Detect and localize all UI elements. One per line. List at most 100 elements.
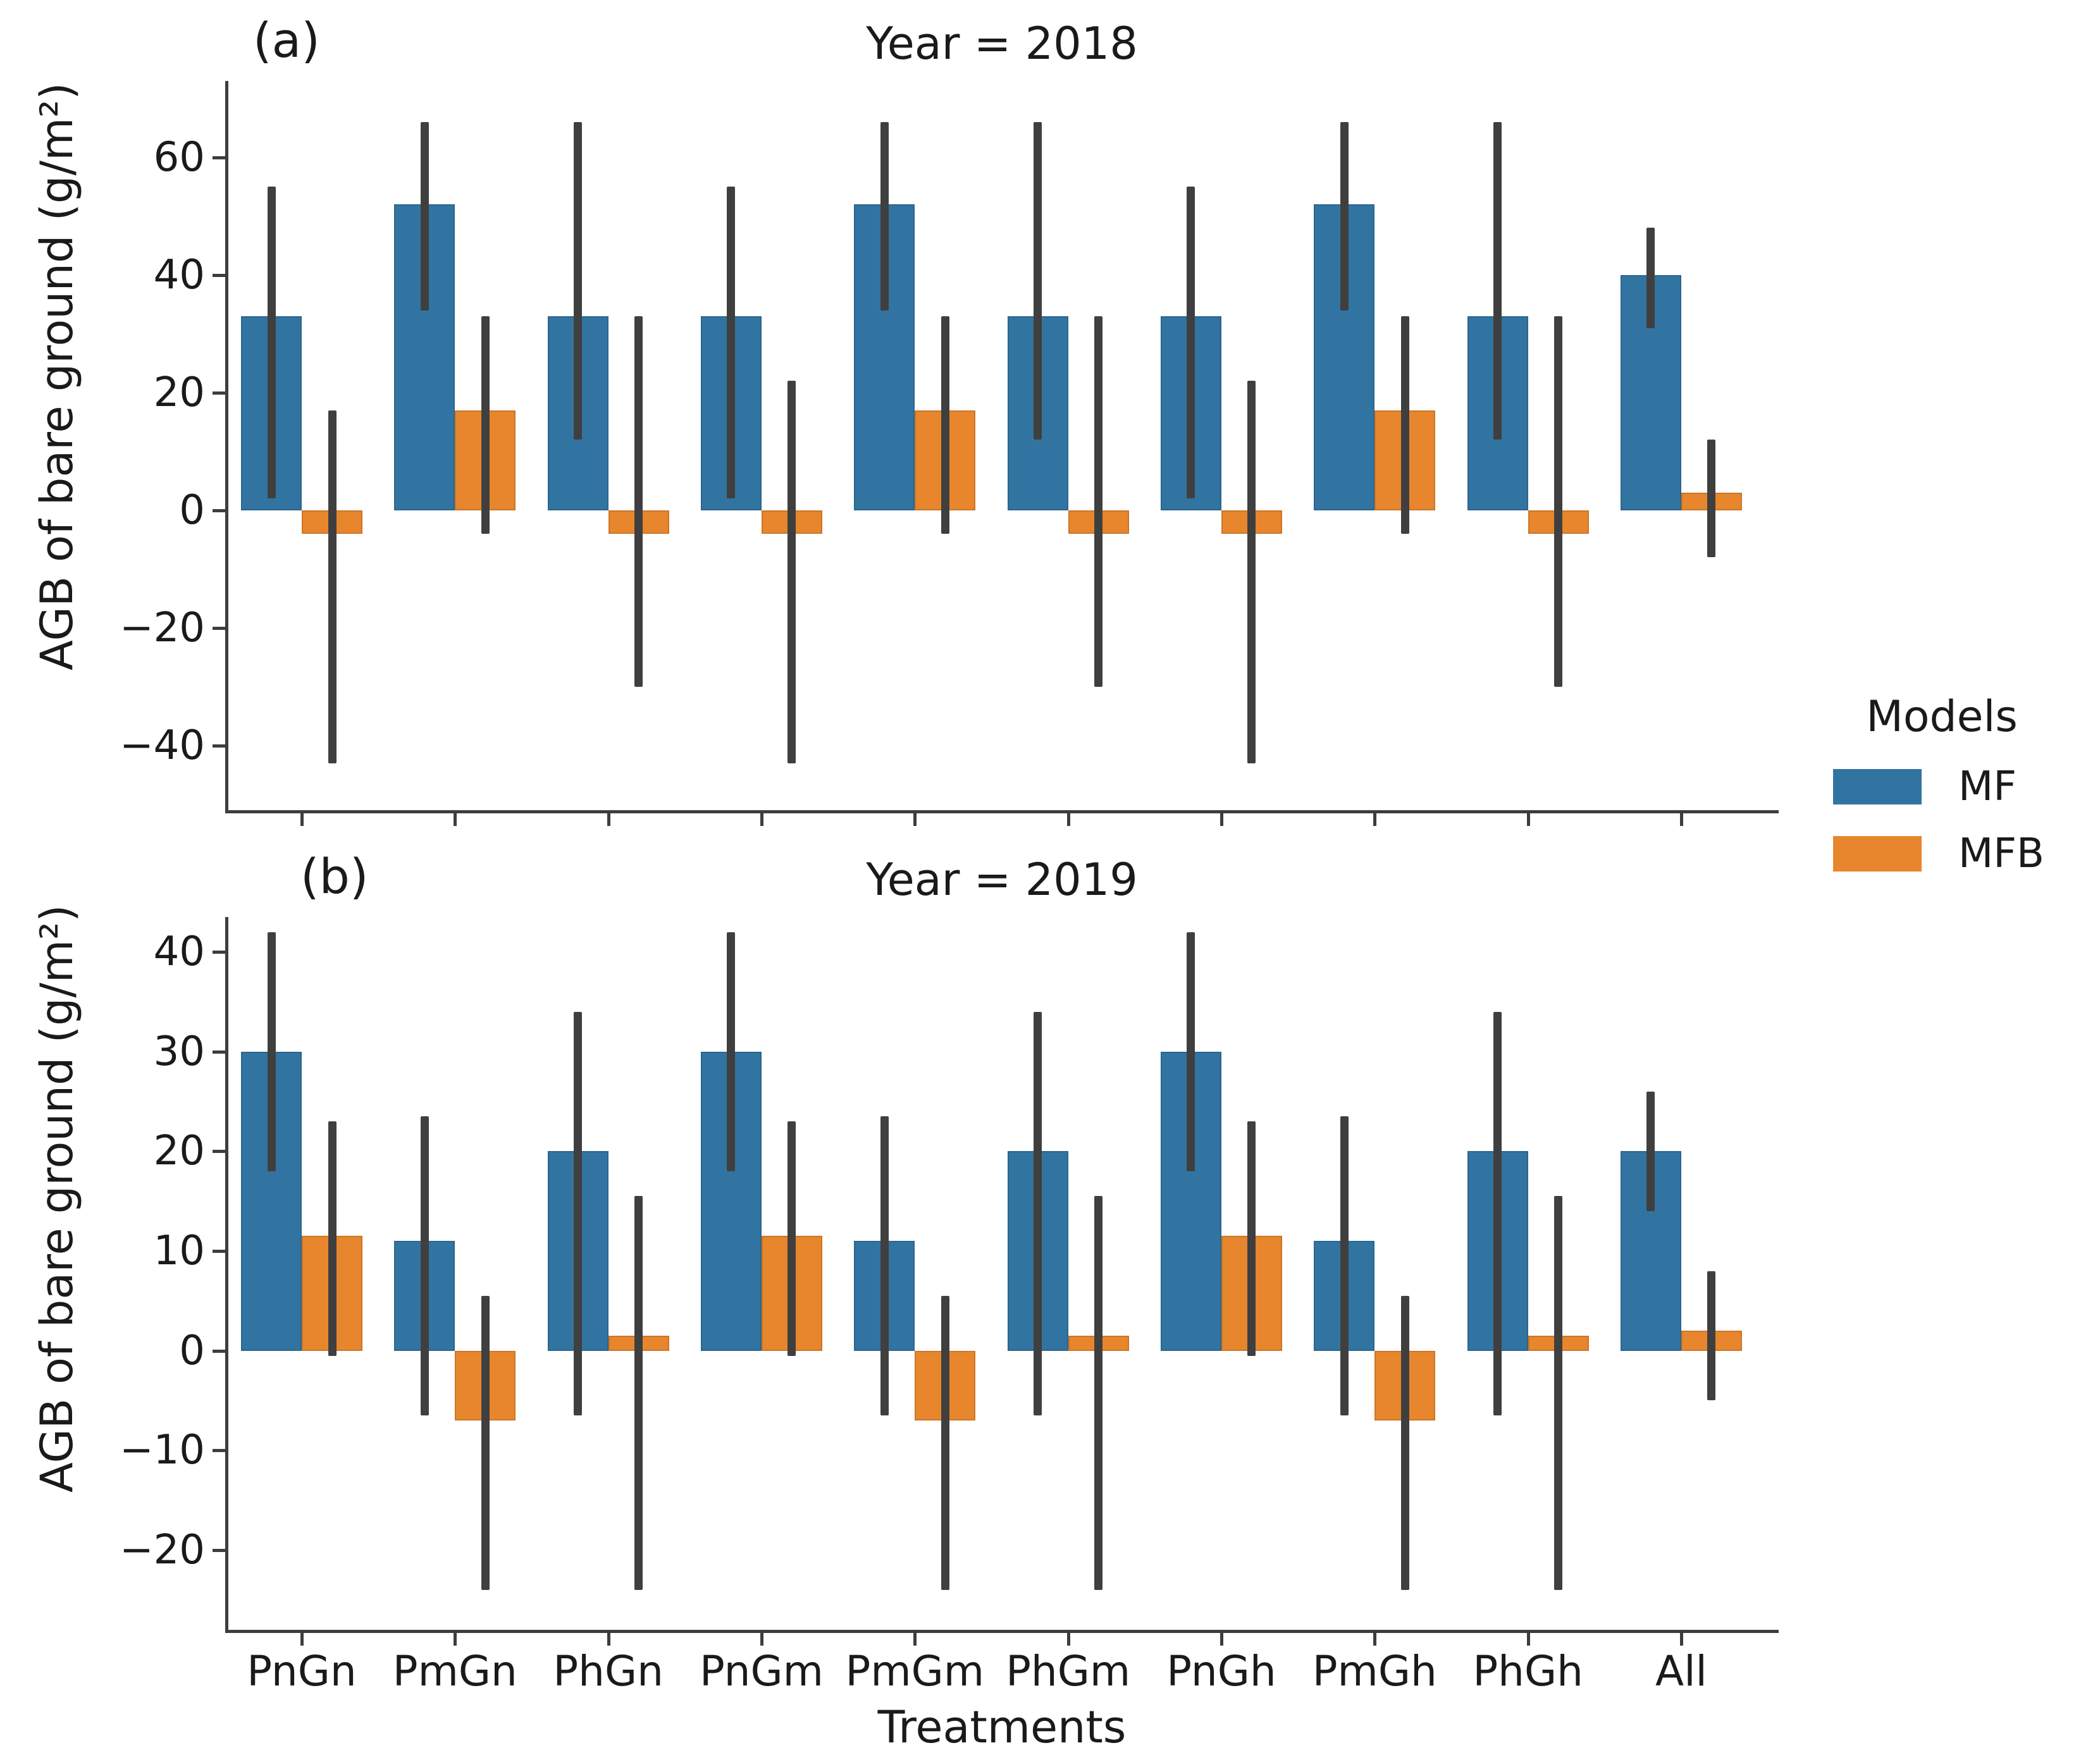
errorbar-MF-PnGh (1187, 187, 1195, 499)
errorbar-MF-PhGh (1493, 1011, 1502, 1416)
x-tick (300, 813, 304, 826)
y-tick (213, 1250, 225, 1254)
y-tick (213, 1050, 225, 1054)
y-tick-label: 0 (179, 486, 205, 534)
y-tick (213, 508, 225, 512)
x-tick-label: PmGm (845, 1647, 985, 1696)
x-tick-label: PmGn (392, 1647, 517, 1696)
errorbar-MF-PmGn (420, 1116, 429, 1416)
errorbar-MFB-PmGn (481, 1295, 490, 1590)
errorbar-MF-PmGh (1340, 1116, 1349, 1416)
errorbar-MFB-PmGh (1400, 1295, 1409, 1590)
errorbar-MF-All (1646, 228, 1655, 328)
errorbar-MF-PhGh (1493, 122, 1502, 440)
y-tick (213, 391, 225, 395)
x-tick (1526, 1633, 1530, 1646)
errorbar-MF-PnGm (727, 932, 736, 1171)
x-tick-label: PhGh (1473, 1647, 1583, 1696)
x-tick (1679, 1633, 1683, 1646)
y-tick-label: 60 (153, 133, 205, 181)
errorbar-MFB-PmGn (481, 316, 490, 534)
y-tick (213, 1349, 225, 1353)
panel-a-title: Year = 2018 (866, 18, 1138, 70)
y-axis-spine (225, 81, 228, 810)
mf-color-swatch (1833, 769, 1922, 804)
legend-label-mf: MF (1958, 763, 2017, 810)
errorbar-MFB-PmGm (941, 316, 949, 534)
legend-label-mfb: MFB (1958, 830, 2044, 877)
x-tick (300, 1633, 304, 1646)
errorbar-MFB-PnGh (1247, 1121, 1256, 1356)
y-tick (213, 951, 225, 954)
x-tick (1679, 813, 1683, 826)
panel-a-label: (a) (253, 12, 320, 68)
y-tick (213, 156, 225, 159)
x-tick (607, 813, 610, 826)
x-tick (1373, 813, 1377, 826)
x-tick (913, 813, 917, 826)
x-tick (1066, 1633, 1070, 1646)
errorbar-MF-PmGn (420, 122, 429, 311)
errorbar-MF-PmGh (1340, 122, 1349, 311)
panel-b-y-axis-label: AGB of bare ground (g/m²) (31, 904, 83, 1493)
y-tick (213, 273, 225, 277)
errorbar-MFB-PhGh (1554, 1196, 1563, 1590)
x-axis-spine (225, 1630, 1779, 1633)
y-tick-label: 30 (153, 1028, 205, 1075)
x-tick-label: PhGn (553, 1647, 664, 1696)
y-tick-label: 40 (153, 251, 205, 299)
x-tick-label: PnGm (700, 1647, 824, 1696)
errorbar-MFB-PhGn (634, 1196, 643, 1590)
errorbar-MF-PhGn (574, 1011, 583, 1416)
x-tick-label: PnGh (1166, 1647, 1276, 1696)
errorbar-MF-PnGm (727, 187, 736, 499)
errorbar-MF-PhGn (574, 122, 583, 440)
legend-title: Models (1866, 692, 2018, 742)
x-tick-label: PmGh (1312, 1647, 1437, 1696)
errorbar-MFB-PhGm (1094, 316, 1103, 687)
x-tick (913, 1633, 917, 1646)
errorbar-MF-PnGh (1187, 932, 1195, 1171)
y-tick-label: −10 (119, 1427, 205, 1474)
errorbar-MFB-All (1707, 1271, 1716, 1401)
errorbar-MF-PnGn (267, 932, 276, 1171)
y-tick-label: 40 (153, 928, 205, 976)
panel-b-label: (b) (300, 848, 369, 904)
errorbar-MF-PmGm (880, 1116, 889, 1416)
errorbar-MFB-PnGn (328, 1121, 337, 1356)
y-tick-label: −40 (119, 722, 205, 769)
errorbar-MF-All (1646, 1091, 1655, 1211)
x-tick (760, 813, 763, 826)
panel-b-title: Year = 2019 (866, 854, 1138, 906)
x-tick (1220, 813, 1223, 826)
legend-entry-mfb: MFB (1828, 830, 2094, 877)
x-tick-label: PhGm (1006, 1647, 1131, 1696)
y-tick-label: −20 (119, 1526, 205, 1574)
y-tick (213, 1548, 225, 1552)
x-tick (1373, 1633, 1377, 1646)
y-tick (213, 1449, 225, 1453)
errorbar-MF-PnGn (267, 187, 276, 499)
y-tick (213, 626, 225, 630)
errorbar-MFB-PmGh (1400, 316, 1409, 534)
mfb-color-swatch (1833, 836, 1922, 872)
legend-entry-mf: MF (1828, 763, 2094, 810)
y-tick (213, 1150, 225, 1154)
y-tick-label: 0 (179, 1327, 205, 1374)
x-tick (1220, 1633, 1223, 1646)
errorbar-MF-PmGm (880, 122, 889, 311)
x-axis-spine (225, 810, 1779, 813)
y-tick (213, 744, 225, 748)
x-axis-label: Treatments (877, 1701, 1127, 1753)
errorbar-MF-PhGm (1034, 1011, 1042, 1416)
errorbar-MFB-PnGm (788, 381, 796, 763)
y-tick-label: 20 (153, 1128, 205, 1175)
errorbar-MF-PhGm (1034, 122, 1042, 440)
x-tick (607, 1633, 610, 1646)
errorbar-MFB-All (1707, 440, 1716, 558)
x-tick (1526, 813, 1530, 826)
x-tick-label: All (1655, 1647, 1707, 1696)
y-tick-label: −20 (119, 604, 205, 651)
x-tick (454, 813, 457, 826)
y-tick-label: 10 (153, 1228, 205, 1275)
